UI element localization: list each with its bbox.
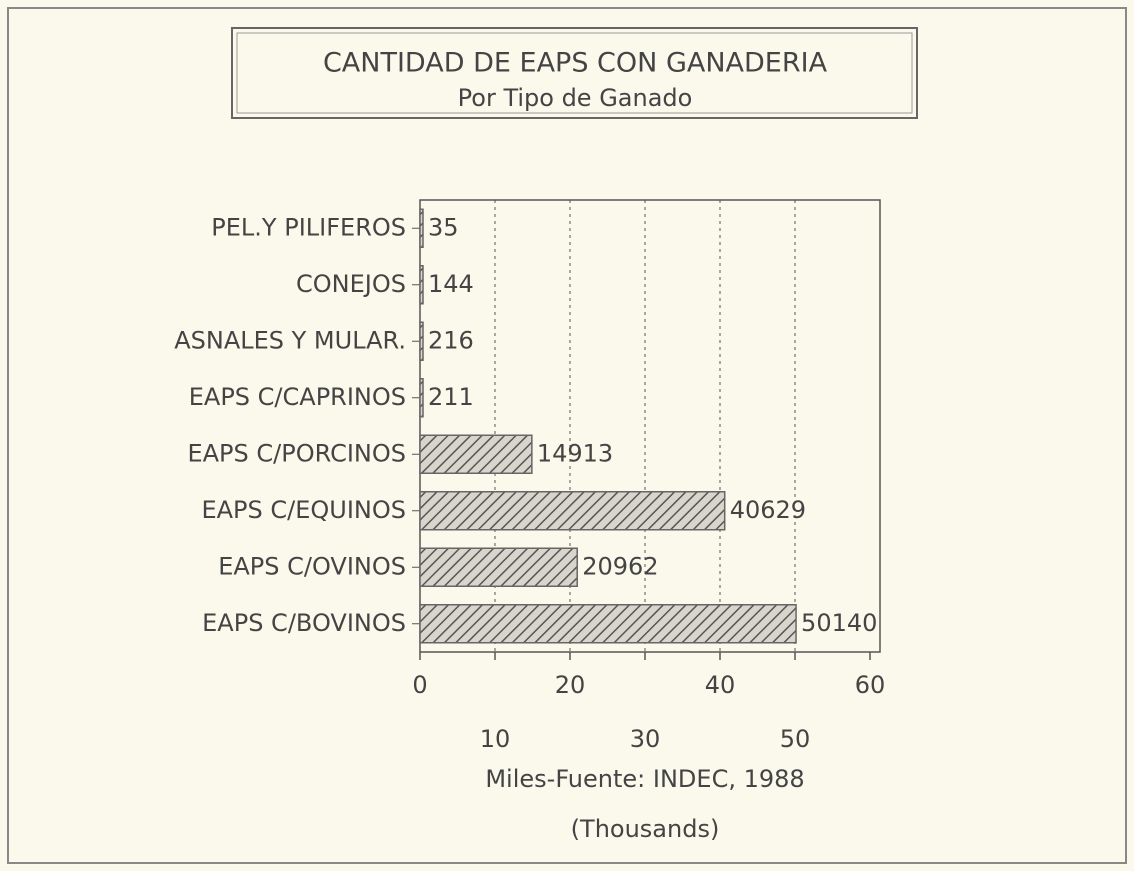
bar [419, 321, 424, 361]
x-tick-label: 40 [705, 671, 736, 699]
value-label: 35 [428, 213, 459, 241]
chart-title: CANTIDAD DE EAPS CON GANADERIA [323, 48, 828, 79]
frame [7, 7, 1127, 864]
chart-subtitle: Por Tipo de Ganado [458, 84, 693, 112]
value-label: 144 [428, 270, 474, 298]
title-box-inner [236, 32, 913, 114]
x-tick-label: 60 [855, 671, 886, 699]
x-axis-label: (Thousands) [571, 815, 720, 843]
x-tick-label: 10 [480, 725, 511, 753]
x-tick-label: 0 [412, 671, 427, 699]
value-label: 216 [428, 326, 474, 354]
y-tick-label: EAPS C/EQUINOS [201, 496, 406, 524]
y-tick-label: CONEJOS [296, 270, 406, 298]
bar [419, 434, 533, 474]
x-tick-label: 50 [780, 725, 811, 753]
value-label: 20962 [582, 552, 658, 580]
y-tick-label: EAPS C/BOVINOS [202, 609, 406, 637]
title-box [231, 27, 918, 119]
bar [419, 378, 424, 418]
y-tick-label: EAPS C/CAPRINOS [189, 383, 406, 411]
bar [419, 265, 424, 305]
y-tick-label: EAPS C/OVINOS [218, 552, 406, 580]
x-tick-label: 20 [555, 671, 586, 699]
bar [419, 604, 797, 644]
y-tick-label: ASNALES Y MULAR. [174, 326, 406, 354]
value-label: 50140 [801, 609, 877, 637]
bar [419, 491, 726, 531]
value-label: 40629 [730, 496, 806, 524]
plot-frame [419, 199, 881, 653]
x-tick-label: 30 [630, 725, 661, 753]
y-tick-label: PEL.Y PILIFEROS [211, 213, 406, 241]
y-tick-label: EAPS C/PORCINOS [187, 439, 406, 467]
value-label: 14913 [537, 439, 613, 467]
bar [419, 547, 578, 587]
x-axis-label: Miles-Fuente: INDEC, 1988 [485, 765, 804, 793]
value-label: 211 [428, 383, 474, 411]
bar [419, 208, 424, 248]
